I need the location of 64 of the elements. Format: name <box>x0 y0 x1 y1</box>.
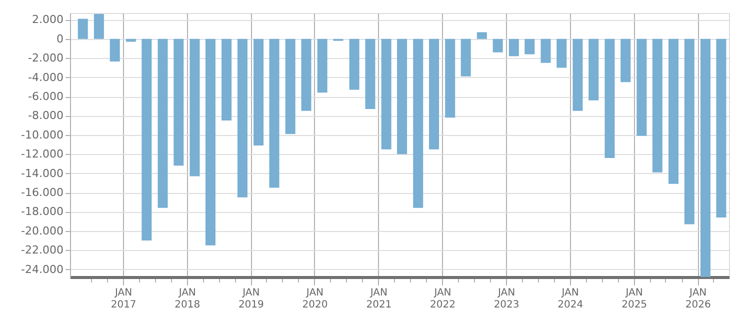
y-tick-label: 2.000 <box>32 13 64 26</box>
y-tick-label: 0 <box>56 32 64 46</box>
bar <box>445 38 456 118</box>
bar <box>524 38 535 54</box>
bar <box>126 38 136 42</box>
bar <box>700 38 710 277</box>
y-tick-label: -6.000 <box>28 90 64 104</box>
bar <box>620 38 631 82</box>
x-tick-label: JAN 2018 <box>174 288 200 310</box>
bar <box>540 38 551 63</box>
bar <box>94 14 104 39</box>
y-tick-label: -10.000 <box>21 128 64 142</box>
bar <box>397 38 408 154</box>
bar <box>460 38 471 76</box>
x-tick-label: JAN 2019 <box>238 288 264 310</box>
bar <box>476 32 487 39</box>
bar <box>381 38 392 150</box>
y-tick-label: -2.000 <box>28 52 64 65</box>
x-tick-label: JAN 2020 <box>302 288 328 310</box>
y-tick-label: -12.000 <box>21 148 64 161</box>
x-tick-label: JAN 2022 <box>430 288 456 310</box>
bar <box>684 38 694 224</box>
bar <box>716 38 726 218</box>
bar <box>492 38 503 52</box>
bar <box>636 38 647 136</box>
x-tick-label: JAN 2017 <box>110 288 136 310</box>
bar <box>78 18 88 39</box>
bar <box>556 38 567 68</box>
y-tick-label: -14.000 <box>21 166 64 180</box>
x-tick-label: JAN 2021 <box>366 288 392 310</box>
bar <box>508 38 519 56</box>
bar <box>222 38 232 121</box>
bar <box>572 38 583 111</box>
y-tick-label: -4.000 <box>28 70 64 84</box>
bar <box>285 38 296 134</box>
bar <box>158 38 168 208</box>
bar <box>254 38 264 146</box>
x-tick-label: JAN 2025 <box>622 288 648 310</box>
y-tick-label: -22.000 <box>21 244 64 257</box>
bar <box>205 38 216 246</box>
y-tick-label: -8.000 <box>28 109 64 122</box>
x-tick-label: JAN 2023 <box>494 288 520 310</box>
y-tick-label: -16.000 <box>21 186 64 200</box>
bar <box>317 38 328 93</box>
bar <box>269 38 280 188</box>
bar <box>190 38 200 176</box>
bar <box>604 38 615 158</box>
bar <box>301 38 312 111</box>
y-tick-label: -20.000 <box>21 224 64 238</box>
bar <box>237 38 248 198</box>
y-tick-label: -24.000 <box>21 262 64 276</box>
bar <box>652 38 662 172</box>
bar <box>413 38 424 208</box>
bar <box>142 38 152 241</box>
bar <box>668 38 678 184</box>
bar <box>349 38 360 90</box>
bar <box>174 38 184 166</box>
x-tick-label: JAN 2026 <box>685 288 711 310</box>
bar <box>588 38 599 100</box>
bar <box>110 38 120 62</box>
x-tick-label: JAN 2024 <box>558 288 584 310</box>
bar <box>429 38 440 150</box>
bar <box>365 38 376 109</box>
y-tick-label: -18.000 <box>21 205 64 218</box>
